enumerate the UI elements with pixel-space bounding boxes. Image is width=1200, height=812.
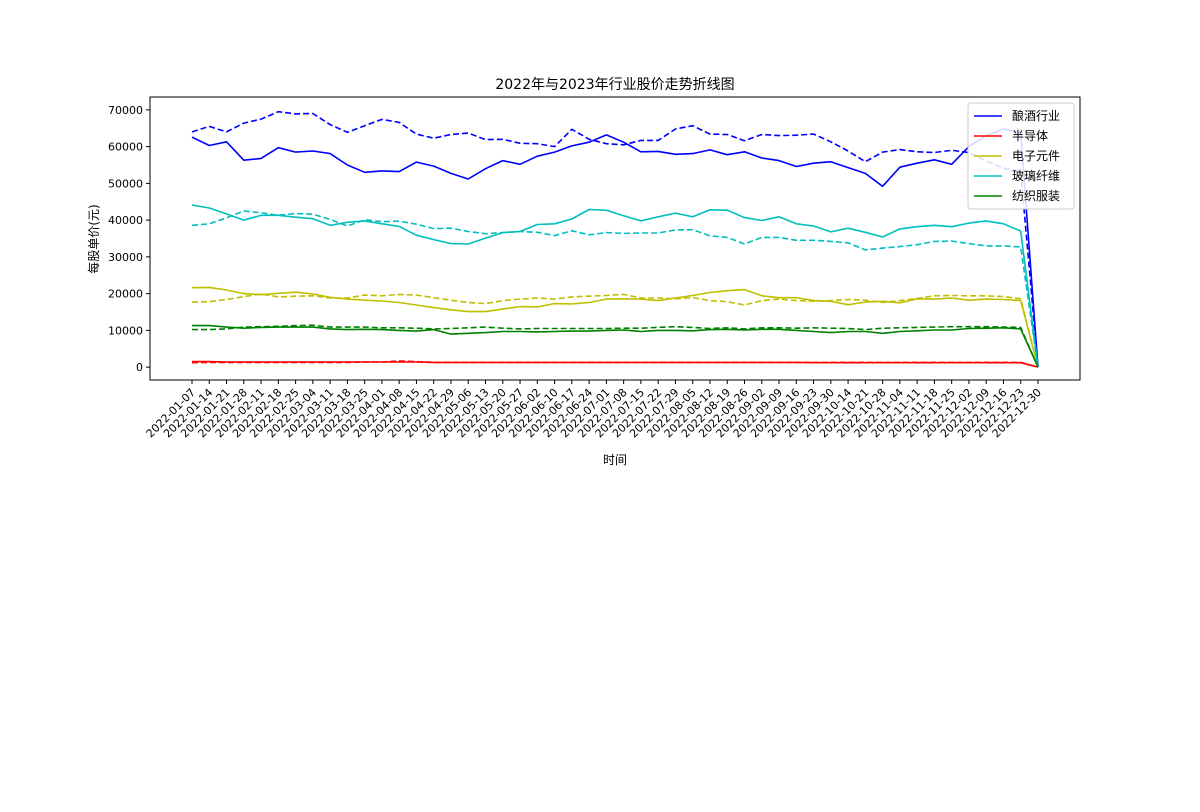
y-tick-label: 30000 (108, 251, 143, 264)
series-line-4-dashed (192, 324, 1039, 368)
series-line-0-dashed (191, 110, 1039, 368)
legend-label: 电子元件 (1012, 149, 1060, 163)
series-line-3-dashed (191, 210, 1039, 368)
series-line-3-solid (191, 204, 1039, 368)
legend-box (967, 102, 1075, 210)
series-line-4-solid (192, 324, 1039, 368)
legend-label: 纺织服装 (1012, 189, 1060, 203)
y-tick-label: 40000 (108, 214, 143, 227)
y-tick-label: 20000 (108, 288, 143, 301)
plot-frame (149, 96, 1081, 381)
series-line-1-dashed (191, 360, 1039, 368)
series-line-2-dashed (191, 293, 1039, 368)
series-line-0-solid (191, 128, 1039, 368)
series-lines (191, 110, 1039, 368)
y-tick-label: 10000 (108, 324, 143, 337)
y-axis: 0 10000 20000 30000 40000 50000 60000 70000 (108, 104, 150, 374)
y-tick-label: 0 (136, 361, 143, 374)
legend-label: 玻璃纤维 (1012, 169, 1060, 183)
y-tick-label: 50000 (108, 177, 143, 190)
legend-label: 半导体 (1012, 129, 1048, 143)
x-axis: 2022-01-072022-01-142022-01-212022-01-28… (144, 380, 1044, 440)
legend-label: 酿酒行业 (1012, 108, 1060, 123)
y-tick-label: 70000 (108, 104, 143, 117)
y-tick-label: 60000 (108, 141, 143, 154)
y-axis-label: 每股单价(元) (86, 204, 101, 273)
chart-title: 2022年与2023年行业股价走势折线图 (495, 77, 734, 93)
x-axis-label: 时间 (603, 453, 627, 467)
series-line-2-solid (191, 286, 1039, 368)
